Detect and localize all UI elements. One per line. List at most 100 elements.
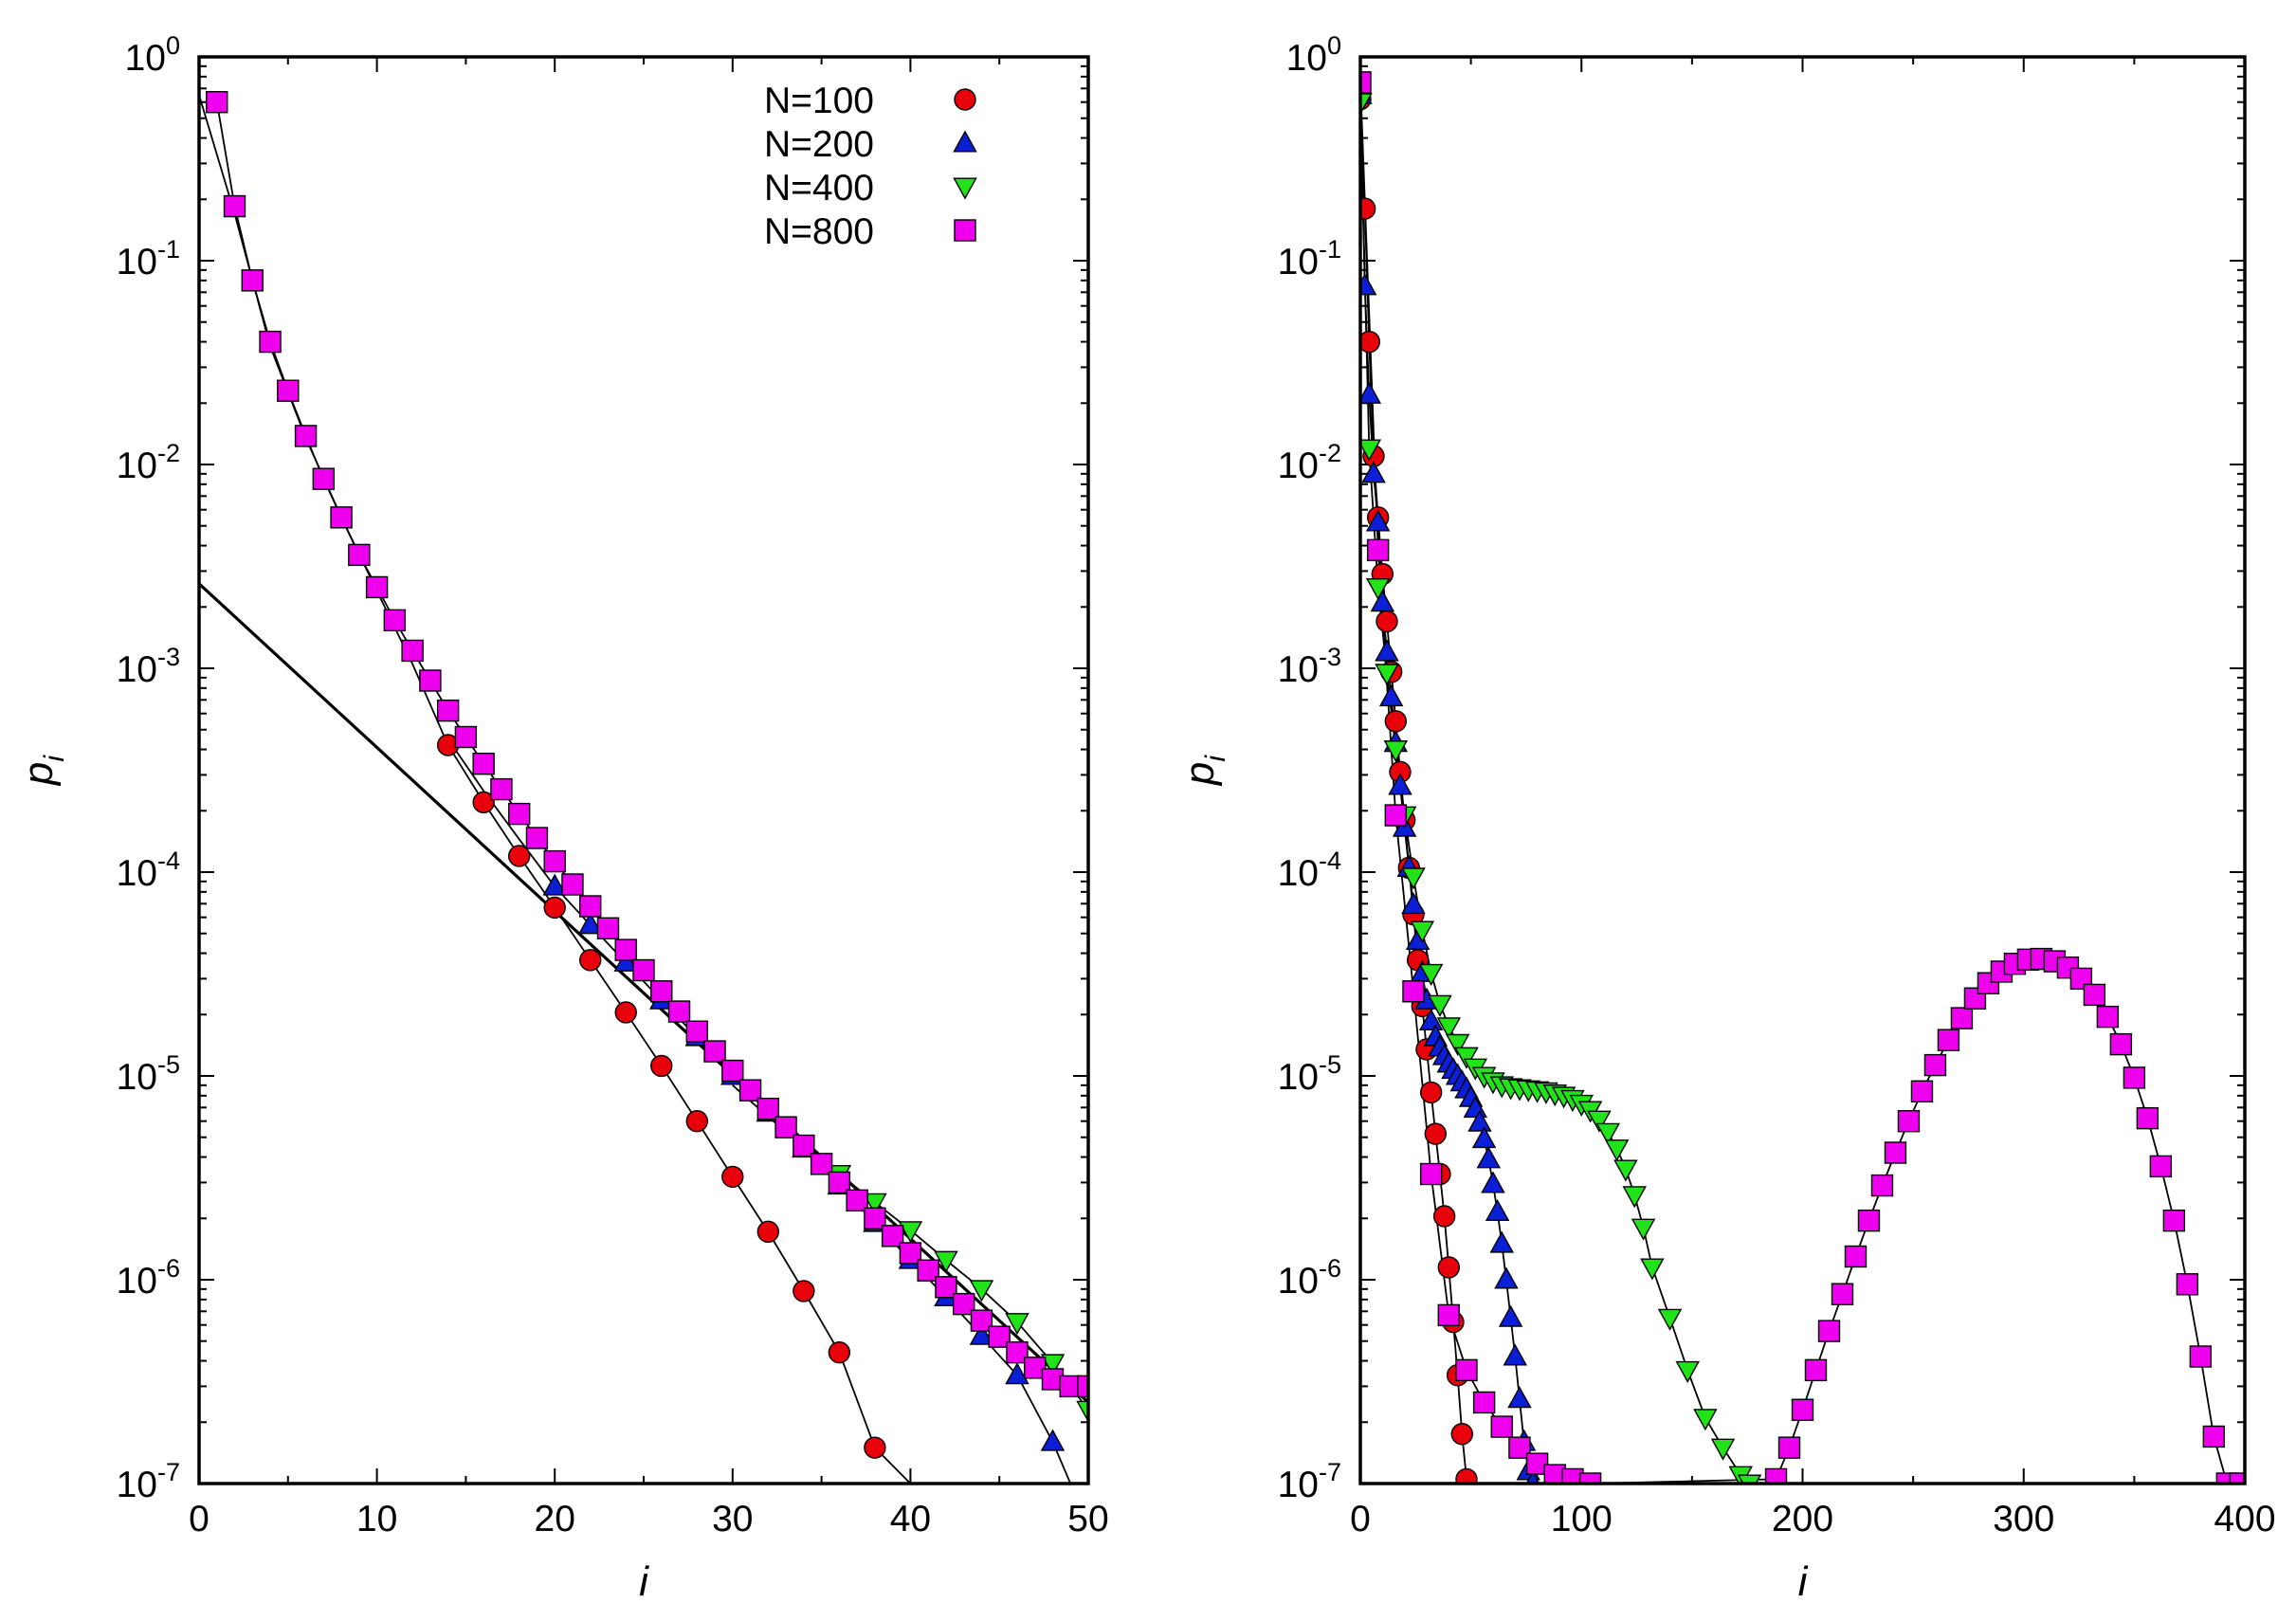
x-tick-label: 0 (1350, 1499, 1371, 1539)
data-point (1365, 509, 1391, 532)
x-tick-label: 400 (2214, 1499, 2275, 1539)
data-point (952, 1292, 975, 1316)
y-tick-label: 100 (125, 31, 180, 79)
data-point (1005, 1362, 1030, 1385)
data-point (685, 1020, 708, 1043)
data-point (472, 753, 495, 775)
y-tick-label: 10-4 (117, 847, 180, 894)
data-point (1844, 1245, 1868, 1268)
x-axis-label: i (639, 1558, 649, 1605)
data-point (1361, 461, 1386, 483)
data-point (1476, 1146, 1502, 1169)
data-point (650, 1054, 673, 1078)
y-tick-label: 100 (1286, 31, 1341, 79)
data-point (2109, 1032, 2133, 1056)
data-point (1640, 1258, 1665, 1281)
data-point (863, 1193, 887, 1215)
data-point (1631, 1218, 1656, 1241)
data-point (1587, 1110, 1612, 1133)
data-point (542, 873, 567, 896)
data-point (1870, 1174, 1894, 1197)
y-tick-label: 10-7 (1278, 1458, 1341, 1505)
data-point (419, 669, 442, 692)
data-point (2229, 1472, 2245, 1484)
data-point (1693, 1409, 1718, 1431)
data-point (436, 699, 460, 722)
data-point (988, 1325, 1011, 1348)
data-point (756, 1220, 780, 1244)
plot-frame (197, 55, 1090, 1485)
data-point (969, 1280, 994, 1302)
data-point (365, 575, 389, 599)
data-point (1910, 1080, 1934, 1102)
y-tick-label: 10-3 (117, 643, 180, 690)
x-tick-label: 10 (356, 1499, 397, 1539)
data-point (543, 896, 566, 920)
data-point (1884, 1141, 1907, 1164)
data-point (1370, 590, 1395, 612)
data-point (1432, 1205, 1456, 1228)
data-point (577, 912, 603, 935)
data-point (1508, 1436, 1531, 1459)
data-point (1375, 664, 1399, 686)
data-point (1471, 1126, 1497, 1149)
data-point (1467, 1109, 1492, 1132)
data-point (1418, 963, 1444, 986)
data-point (738, 1079, 762, 1102)
x-tick-label: 200 (1772, 1499, 1833, 1539)
y-axis-label: pi (1176, 755, 1231, 787)
data-point (1657, 1308, 1683, 1331)
x-tick-label: 50 (1067, 1499, 1108, 1539)
data-point (614, 938, 637, 961)
legend-label: N=200 (764, 124, 874, 165)
data-point (277, 379, 300, 402)
data-point (1360, 439, 1382, 462)
data-point (454, 725, 478, 749)
data-point (703, 1040, 726, 1063)
series-n-400 (1360, 93, 1762, 1484)
data-point (685, 1109, 708, 1133)
data-point (1489, 1230, 1515, 1253)
y-tick-label: 10-2 (1278, 439, 1341, 486)
data-point (1401, 867, 1426, 890)
legend-marker (954, 219, 976, 242)
data-point (1388, 773, 1412, 795)
data-point (1454, 1047, 1479, 1069)
data-point (1604, 1139, 1630, 1162)
data-point (2189, 1345, 2213, 1368)
data-point (2176, 1273, 2199, 1296)
x-tick-label: 0 (189, 1499, 210, 1539)
data-point (935, 1276, 957, 1299)
data-point (1077, 1375, 1088, 1398)
data-point (241, 269, 264, 292)
data-point (828, 1340, 851, 1364)
data-point (1485, 1198, 1510, 1222)
legend-label: N=800 (764, 211, 874, 252)
data-point (1378, 684, 1404, 707)
data-point (614, 1001, 637, 1024)
plot-area (199, 90, 1088, 1484)
data-point (1490, 1415, 1513, 1438)
left-panel: 0 10 20 30 40 50 100 10-1 10-2 10-3 10-4 10-5 10-6 10… (15, 31, 1109, 1605)
data-point (1831, 1283, 1854, 1305)
series-n-800 (206, 90, 1088, 1398)
data-point (579, 895, 602, 918)
data-point (970, 1309, 993, 1332)
legend-marker (953, 177, 977, 200)
data-point (1436, 1017, 1462, 1040)
data-point (1937, 1029, 1960, 1051)
data-point (1402, 980, 1425, 1003)
data-point (793, 1134, 815, 1157)
data-point (969, 1322, 994, 1345)
data-point (490, 777, 513, 801)
data-point (917, 1259, 939, 1282)
data-point (1418, 1009, 1444, 1031)
data-point (206, 90, 228, 114)
data-point (2083, 983, 2106, 1007)
data-point (1817, 1320, 1841, 1342)
data-point (507, 802, 531, 826)
y-tick-label: 10-4 (1278, 847, 1341, 894)
data-point (1006, 1340, 1029, 1364)
data-point (1360, 381, 1382, 404)
